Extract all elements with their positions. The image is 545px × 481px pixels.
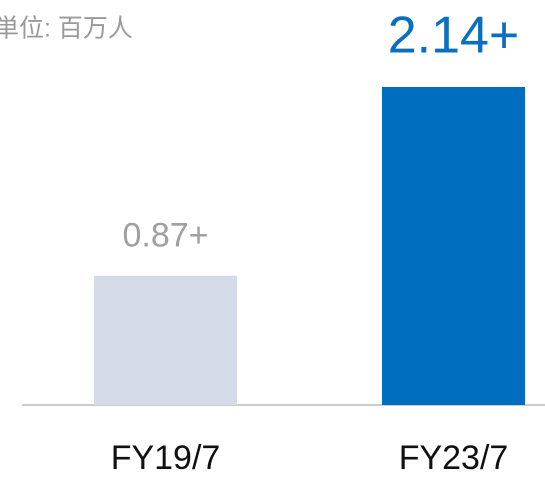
bar — [94, 275, 237, 405]
value-label: 0.87+ — [122, 217, 208, 255]
x-tick-label: FY23/7 — [399, 439, 509, 477]
value-label: 2.14+ — [388, 7, 520, 65]
x-tick-label: FY19/7 — [111, 439, 221, 477]
unit-label: 単位: 百万人 — [0, 15, 133, 43]
bar — [382, 86, 525, 405]
